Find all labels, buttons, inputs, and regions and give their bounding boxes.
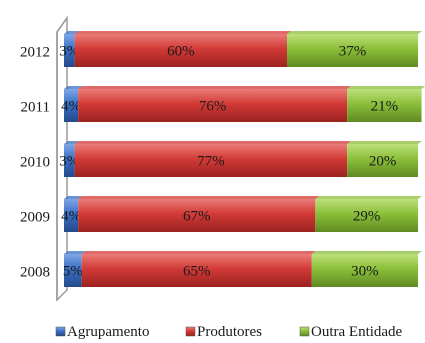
bar-row-2012: 3% 60% 37% xyxy=(59,31,422,67)
data-label-agrupamento-2012: 3% xyxy=(59,44,79,60)
bar-top-produtores-2011 xyxy=(78,86,352,89)
data-label-produtores-2012: 60% xyxy=(167,44,195,60)
data-label-produtores-2008: 65% xyxy=(183,264,211,280)
legend: Agrupamento Produtores Outra Entidade xyxy=(55,324,403,340)
bar-row-2010: 3% 77% 20% xyxy=(59,141,422,177)
data-label-produtores-2009: 67% xyxy=(183,209,211,225)
category-label-2009: 2009 xyxy=(20,210,50,226)
bar-row-2009: 4% 67% 29% xyxy=(61,196,422,232)
plot-depth-edge xyxy=(56,17,68,33)
bar-produtores-2009 xyxy=(78,199,316,232)
legend-item-outra-entidade: Outra Entidade xyxy=(299,324,403,340)
bar-top-outra-entidade-2009 xyxy=(315,196,422,199)
category-label-2012: 2012 xyxy=(20,45,50,61)
data-label-agrupamento-2009: 4% xyxy=(61,209,81,225)
bar-outra-entidade-2008 xyxy=(311,254,418,287)
bar-agrupamento-2008 xyxy=(64,254,82,287)
data-label-produtores-2010: 77% xyxy=(197,154,225,170)
data-label-outra-entidade-2012: 37% xyxy=(339,44,367,60)
bar-top-agrupamento-2009 xyxy=(64,196,83,199)
bar-outra-entidade-2010 xyxy=(347,144,418,177)
legend-label: Agrupamento xyxy=(67,324,149,340)
legend-item-agrupamento: Agrupamento xyxy=(55,324,149,340)
legend-item-produtores: Produtores xyxy=(185,324,262,340)
bars-group: 3% 60% 37% 4% 76% 21% 3% 77% 20% 4% 67% 29% 5% 65% 30% xyxy=(59,31,425,287)
bar-produtores-2008 xyxy=(81,254,312,287)
bar-row-2008: 5% 65% 30% xyxy=(63,251,422,287)
bar-top-agrupamento-2010 xyxy=(64,141,79,144)
bar-row-2011: 4% 76% 21% xyxy=(61,86,425,122)
bar-top-produtores-2010 xyxy=(74,141,352,144)
legend-label: Outra Entidade xyxy=(311,324,403,340)
category-label-2008: 2008 xyxy=(20,265,50,281)
bar-top-outra-entidade-2008 xyxy=(311,251,422,254)
bar-agrupamento-2011 xyxy=(64,89,79,122)
category-label-2011: 2011 xyxy=(21,100,50,116)
data-label-outra-entidade-2009: 29% xyxy=(353,209,381,225)
bar-top-outra-entidade-2011 xyxy=(347,86,425,89)
bar-top-produtores-2009 xyxy=(78,196,320,199)
bar-agrupamento-2009 xyxy=(64,199,79,232)
data-label-produtores-2011: 76% xyxy=(199,99,227,115)
legend-swatch xyxy=(185,326,196,337)
bar-produtores-2011 xyxy=(78,89,348,122)
data-label-outra-entidade-2010: 20% xyxy=(369,154,397,170)
bar-top-produtores-2008 xyxy=(81,251,316,254)
bar-produtores-2010 xyxy=(74,144,348,177)
legend-swatch xyxy=(55,326,66,337)
category-axis: 2012 2011 2010 2009 2008 xyxy=(20,45,50,281)
bar-produtores-2012 xyxy=(74,34,288,67)
legend-swatch xyxy=(299,326,310,337)
bar-outra-entidade-2011 xyxy=(347,89,422,122)
bar-top-outra-entidade-2012 xyxy=(287,31,422,34)
bar-top-agrupamento-2012 xyxy=(64,31,79,34)
data-label-outra-entidade-2011: 21% xyxy=(371,99,399,115)
bar-agrupamento-2012 xyxy=(64,34,75,67)
category-label-2010: 2010 xyxy=(20,155,50,171)
data-label-outra-entidade-2008: 30% xyxy=(351,264,379,280)
bar-top-outra-entidade-2010 xyxy=(347,141,422,144)
bar-top-agrupamento-2008 xyxy=(64,251,86,254)
data-label-agrupamento-2010: 3% xyxy=(59,154,79,170)
bar-top-produtores-2012 xyxy=(74,31,292,34)
data-label-agrupamento-2008: 5% xyxy=(63,264,83,280)
legend-label: Produtores xyxy=(197,324,262,340)
data-label-agrupamento-2011: 4% xyxy=(61,99,81,115)
bar-outra-entidade-2012 xyxy=(287,34,418,67)
bar-agrupamento-2010 xyxy=(64,144,75,177)
bar-outra-entidade-2009 xyxy=(315,199,418,232)
plot-area-frame xyxy=(56,15,68,302)
bar-top-agrupamento-2011 xyxy=(64,86,83,89)
